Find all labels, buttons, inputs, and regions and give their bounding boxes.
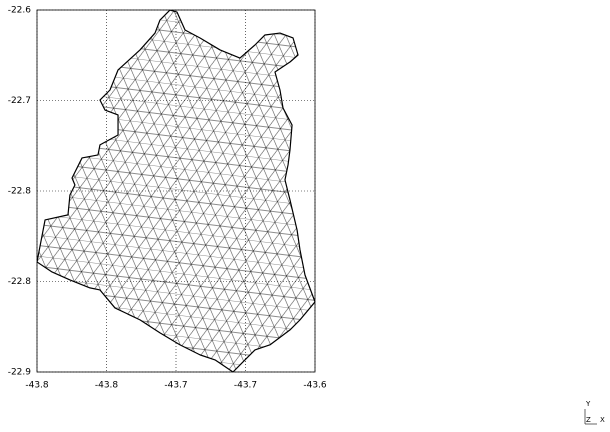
triad-label: Y — [585, 400, 591, 408]
y-tick-label: -22.8 — [8, 187, 32, 197]
chart: Y Z X -43.8 -43.8 -43.7 -43.7 -43.6 -22.6 -22.… — [0, 0, 610, 432]
x-tick-label: -43.8 — [25, 381, 49, 391]
y-tick-label: -22.8 — [8, 277, 32, 287]
x-tick-label: -43.7 — [164, 381, 187, 391]
y-tick-label: -22.9 — [8, 368, 32, 378]
triad-label: Z — [586, 416, 591, 424]
x-tick-label: -43.6 — [303, 381, 327, 391]
triad-label: X — [600, 416, 605, 424]
orientation-triad: Y Z X — [585, 400, 605, 424]
x-tick-label: -43.7 — [234, 381, 257, 391]
x-tick-label: -43.8 — [95, 381, 119, 391]
mesh-fill — [37, 10, 315, 372]
y-tick-label: -22.6 — [8, 6, 32, 16]
mesh-group — [37, 10, 315, 372]
y-tick-label: -22.7 — [8, 96, 31, 106]
